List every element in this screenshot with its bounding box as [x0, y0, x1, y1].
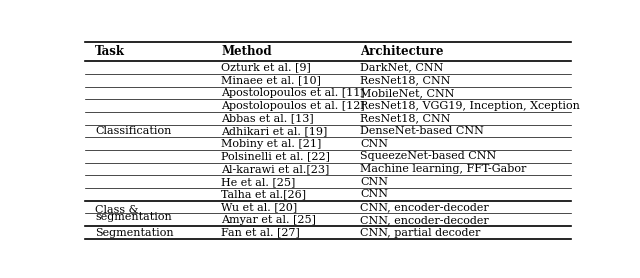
Text: Mobiny et al. [21]: Mobiny et al. [21] — [221, 139, 322, 149]
Text: Wu et al. [20]: Wu et al. [20] — [221, 202, 298, 212]
Text: Ozturk et al. [9]: Ozturk et al. [9] — [221, 63, 311, 73]
Text: Classification: Classification — [95, 126, 172, 136]
Text: segmentation: segmentation — [95, 212, 172, 222]
Text: Apostolopoulos et al. [12]: Apostolopoulos et al. [12] — [221, 101, 365, 111]
Text: MobileNet, CNN: MobileNet, CNN — [360, 88, 455, 98]
Text: ResNet18, CNN: ResNet18, CNN — [360, 113, 451, 123]
Text: ResNet18, CNN: ResNet18, CNN — [360, 75, 451, 85]
Text: CNN, partial decoder: CNN, partial decoder — [360, 227, 481, 237]
Text: Polsinelli et al. [22]: Polsinelli et al. [22] — [221, 151, 330, 161]
Text: CNN: CNN — [360, 139, 388, 149]
Text: Apostolopoulos et al. [11]: Apostolopoulos et al. [11] — [221, 88, 365, 98]
Text: Al-karawi et al.[23]: Al-karawi et al.[23] — [221, 164, 330, 174]
Text: Architecture: Architecture — [360, 45, 444, 58]
Text: CNN, encoder-decoder: CNN, encoder-decoder — [360, 215, 489, 225]
Text: DenseNet-based CNN: DenseNet-based CNN — [360, 126, 484, 136]
Text: DarkNet, CNN: DarkNet, CNN — [360, 63, 444, 73]
Text: Task: Task — [95, 45, 125, 58]
Text: Fan et al. [27]: Fan et al. [27] — [221, 227, 300, 237]
Text: Segmentation: Segmentation — [95, 227, 173, 237]
Text: Method: Method — [221, 45, 272, 58]
Text: Machine learning, FFT-Gabor: Machine learning, FFT-Gabor — [360, 164, 527, 174]
Text: Amyar et al. [25]: Amyar et al. [25] — [221, 215, 316, 225]
Text: ResNet18, VGG19, Inception, Xception: ResNet18, VGG19, Inception, Xception — [360, 101, 580, 111]
Text: Talha et al.[26]: Talha et al.[26] — [221, 189, 307, 199]
Text: CNN: CNN — [360, 177, 388, 187]
Text: Class &: Class & — [95, 205, 138, 215]
Text: He et al. [25]: He et al. [25] — [221, 177, 296, 187]
Text: Minaee et al. [10]: Minaee et al. [10] — [221, 75, 321, 85]
Text: Adhikari et al. [19]: Adhikari et al. [19] — [221, 126, 328, 136]
Text: CNN, encoder-decoder: CNN, encoder-decoder — [360, 202, 489, 212]
Text: SqueezeNet-based CNN: SqueezeNet-based CNN — [360, 151, 497, 161]
Text: Abbas et al. [13]: Abbas et al. [13] — [221, 113, 314, 123]
Text: CNN: CNN — [360, 189, 388, 199]
